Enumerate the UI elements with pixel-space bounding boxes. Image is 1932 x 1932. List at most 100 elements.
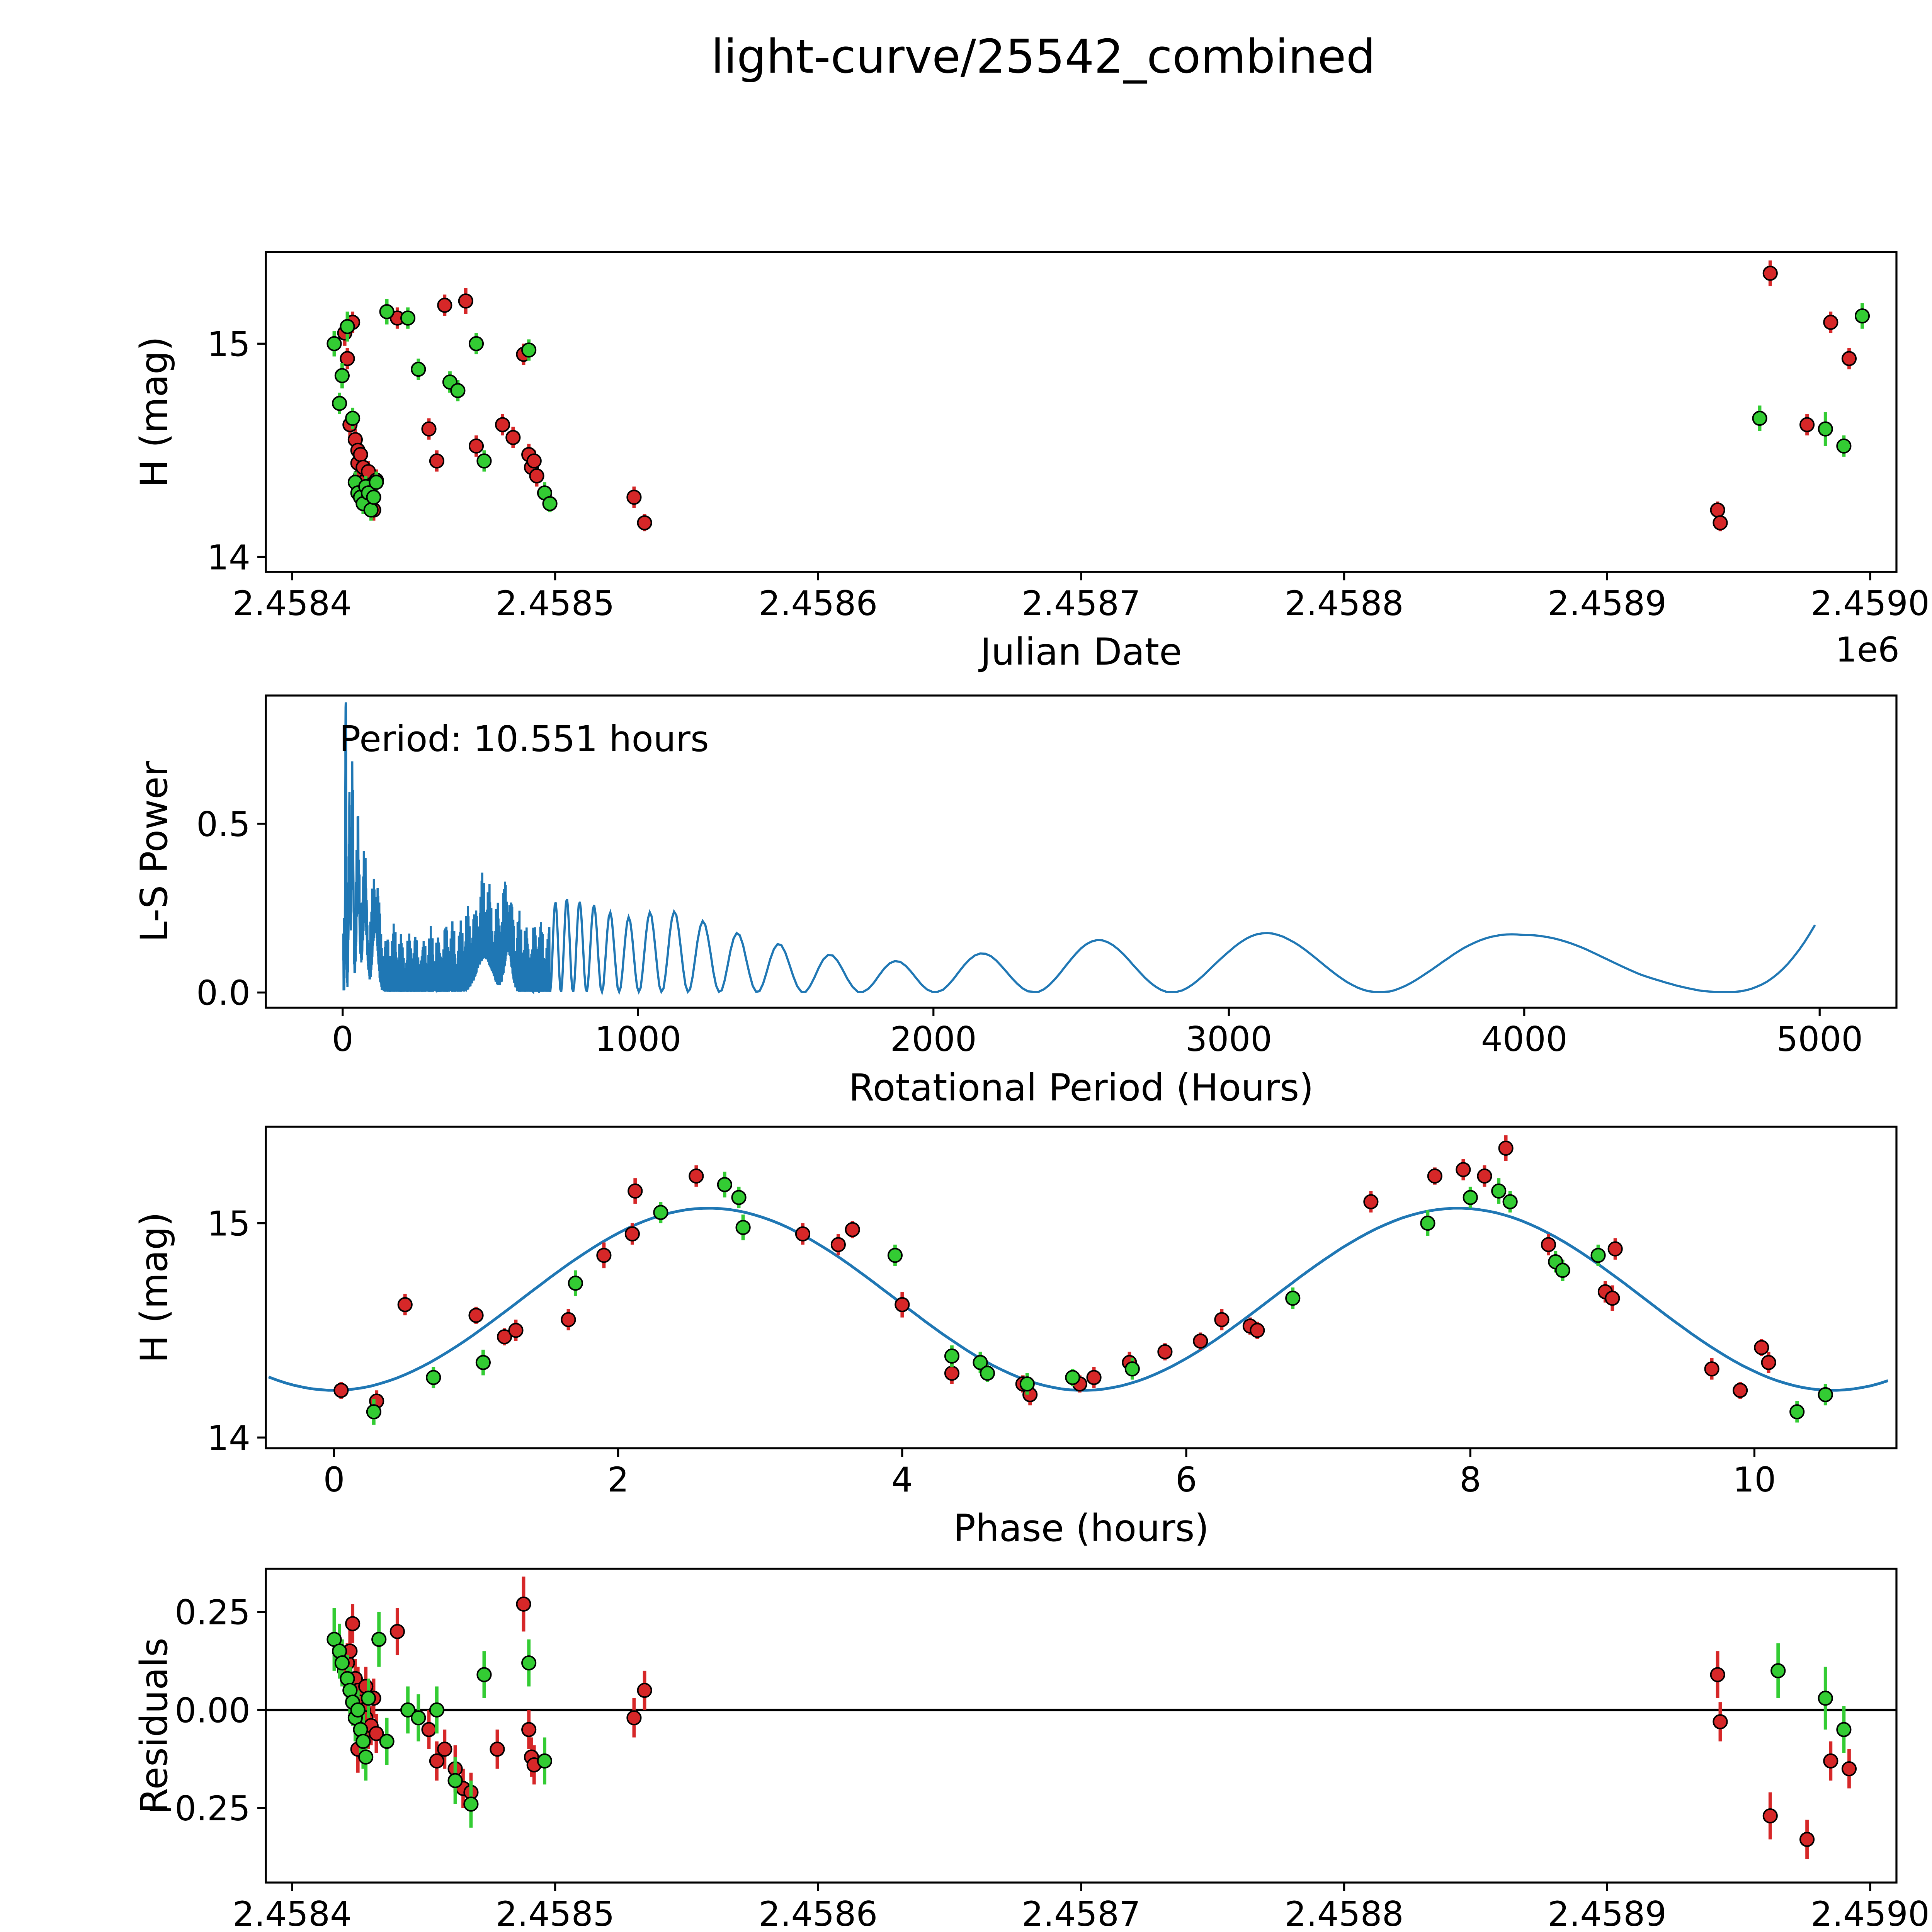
red-series xyxy=(333,1135,1776,1412)
data-point xyxy=(561,1312,576,1327)
data-point xyxy=(366,1404,381,1420)
plot-lightcurve-jd: 2.4584 2.4585 2.4586 2.4587 2.4588 2.4589 2.45… xyxy=(133,251,1930,673)
x-tick-label: 8 xyxy=(1459,1460,1481,1500)
data-point xyxy=(1733,1383,1748,1398)
data-point xyxy=(366,490,381,505)
data-point xyxy=(944,1366,960,1381)
data-point xyxy=(350,1702,366,1718)
data-point xyxy=(358,1749,374,1765)
data-point xyxy=(845,1222,860,1237)
data-point xyxy=(944,1348,960,1364)
data-point xyxy=(895,1297,910,1312)
data-point xyxy=(1841,351,1857,366)
data-point xyxy=(327,336,342,351)
data-point xyxy=(637,515,652,531)
data-point xyxy=(1823,1753,1838,1769)
periodogram-curve xyxy=(342,702,1816,996)
data-point xyxy=(497,1329,512,1345)
data-point xyxy=(1157,1344,1173,1359)
data-point xyxy=(468,1308,484,1323)
data-point xyxy=(450,383,466,398)
y-tick-label: 14 xyxy=(207,1418,250,1458)
data-point xyxy=(1770,1663,1786,1679)
data-point xyxy=(1713,515,1728,531)
x-tick-label: 2.4587 xyxy=(1022,1894,1141,1932)
data-point xyxy=(490,1742,505,1757)
data-point xyxy=(689,1168,704,1184)
data-point xyxy=(1065,1370,1080,1385)
data-point xyxy=(495,417,510,432)
data-point xyxy=(400,310,416,326)
data-point xyxy=(1841,1761,1857,1777)
x-tick-label: 2.4590 xyxy=(1811,1894,1930,1932)
data-point xyxy=(1818,1387,1833,1402)
axes-frame xyxy=(265,1568,1898,1884)
data-point xyxy=(369,474,384,490)
data-point xyxy=(400,1702,416,1718)
x-tick-label: 2 xyxy=(607,1460,629,1500)
data-point xyxy=(1498,1140,1514,1156)
data-point xyxy=(353,447,368,463)
data-point xyxy=(596,1248,612,1263)
red-series xyxy=(337,1577,1857,1859)
y-tick-label: 0.0 xyxy=(196,973,250,1013)
data-point xyxy=(1762,1808,1778,1824)
y-tick-label: 0.00 xyxy=(175,1690,250,1730)
data-point xyxy=(1710,502,1725,518)
x-tick-label: 2.4586 xyxy=(759,583,878,623)
y-tick-label: 15 xyxy=(207,324,250,364)
data-point xyxy=(1427,1168,1442,1184)
x-tick-label: 2.4590 xyxy=(1811,583,1930,623)
x-tick-label: 2.4587 xyxy=(1022,583,1141,623)
data-point xyxy=(363,502,379,518)
data-point xyxy=(437,1742,452,1757)
data-point xyxy=(529,468,544,484)
data-point xyxy=(371,1632,387,1647)
data-point xyxy=(516,1596,531,1612)
x-axis-label: Rotational Period (Hours) xyxy=(849,1066,1314,1109)
data-point xyxy=(1250,1323,1265,1338)
data-point xyxy=(1762,265,1778,281)
data-point xyxy=(637,1683,652,1698)
x-tick-label: 0 xyxy=(332,1019,354,1059)
x-tick-label: 3000 xyxy=(1185,1019,1272,1059)
plot-residuals-jd: 2.4584 2.4585 2.4586 2.4587 2.4588 2.4589 2.45… xyxy=(133,1568,1930,1932)
data-point xyxy=(1799,417,1815,432)
data-point xyxy=(361,1690,376,1706)
data-point xyxy=(458,293,473,309)
data-point xyxy=(421,1722,437,1737)
x-tick-label: 2.4585 xyxy=(496,1894,615,1932)
data-point xyxy=(476,453,492,469)
red-series xyxy=(337,260,1857,532)
data-point xyxy=(1704,1361,1719,1377)
data-point xyxy=(1590,1248,1606,1263)
data-point xyxy=(624,1226,640,1242)
x-tick-label: 5000 xyxy=(1776,1019,1863,1059)
data-point xyxy=(1555,1263,1570,1278)
data-point xyxy=(345,1616,361,1631)
y-axis-label: Residuals xyxy=(133,1638,176,1813)
data-point xyxy=(1607,1241,1623,1257)
data-point xyxy=(1799,1832,1815,1847)
data-point xyxy=(735,1220,751,1235)
data-point xyxy=(340,351,355,366)
data-point xyxy=(1713,1714,1728,1730)
y-tick-label: 15 xyxy=(207,1204,250,1244)
data-point xyxy=(429,453,445,469)
x-tick-label: 2.4584 xyxy=(233,1894,352,1932)
data-point xyxy=(447,1773,463,1788)
green-series xyxy=(327,299,1870,521)
data-point xyxy=(1086,1370,1102,1385)
figure-title: light-curve/25542_combined xyxy=(711,30,1376,84)
data-point xyxy=(1463,1190,1478,1205)
data-point xyxy=(369,1726,384,1741)
x-tick-label: 2000 xyxy=(890,1019,977,1059)
x-tick-label: 4000 xyxy=(1481,1019,1568,1059)
data-point xyxy=(345,410,361,426)
data-point xyxy=(1818,1690,1833,1706)
data-point xyxy=(1823,315,1838,330)
data-point xyxy=(334,1655,350,1671)
data-point xyxy=(1818,421,1833,437)
x-axis-label: Phase (hours) xyxy=(953,1507,1209,1550)
